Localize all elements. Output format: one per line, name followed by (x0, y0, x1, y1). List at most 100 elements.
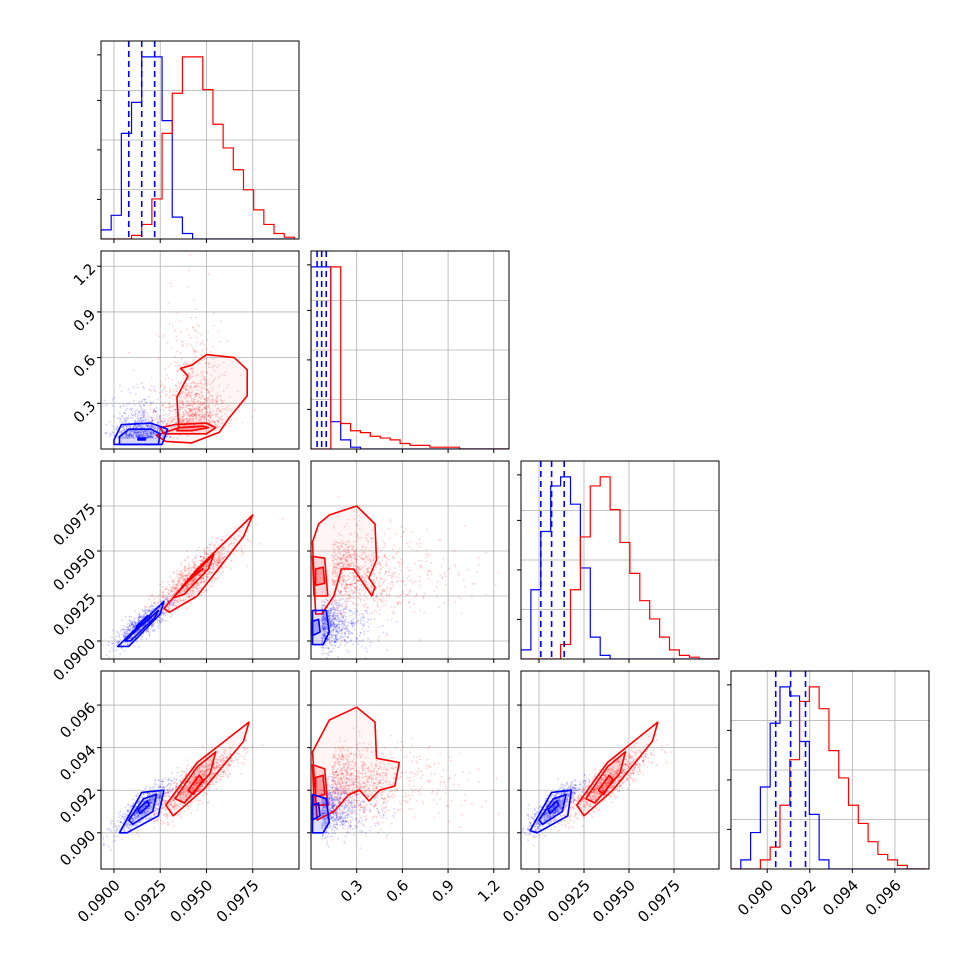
scatter-point (350, 601, 352, 603)
scatter-point (146, 638, 148, 640)
scatter-point (155, 622, 157, 624)
scatter-point (177, 387, 179, 389)
scatter-point (147, 413, 149, 415)
scatter-point (163, 336, 165, 338)
scatter-point (179, 574, 181, 576)
scatter-point (109, 650, 111, 652)
scatter-point (335, 636, 337, 638)
scatter-point (347, 600, 349, 602)
scatter-point (362, 605, 364, 607)
scatter-point (159, 594, 161, 596)
scatter-point (396, 553, 398, 555)
scatter-point (391, 582, 393, 584)
scatter-point (143, 412, 145, 414)
scatter-point (355, 587, 357, 589)
scatter-point (157, 596, 159, 598)
scatter-point (419, 576, 421, 578)
scatter-point (180, 352, 182, 354)
scatter-point (355, 603, 357, 605)
scatter-point (376, 595, 378, 597)
scatter-point (402, 580, 404, 582)
scatter-point (367, 638, 369, 640)
scatter-point (188, 565, 190, 567)
scatter-point (206, 348, 208, 350)
scatter-point (225, 564, 227, 566)
scatter-point (419, 546, 421, 548)
scatter-point (168, 410, 170, 412)
scatter-point (389, 583, 391, 585)
joint-contents (102, 722, 263, 850)
scatter-point (330, 621, 332, 623)
scatter-point (351, 589, 353, 591)
scatter-point (127, 633, 129, 635)
scatter-point (168, 366, 170, 368)
scatter-point (190, 344, 192, 346)
scatter-point (137, 414, 139, 416)
scatter-point (226, 340, 228, 342)
scatter-point (342, 598, 344, 600)
scatter-point (239, 410, 241, 412)
scatter-point (382, 583, 384, 585)
scatter-point (198, 325, 200, 327)
scatter-point (350, 583, 352, 585)
scatter-point (351, 586, 353, 588)
scatter-point (463, 579, 465, 581)
scatter-point (259, 543, 261, 545)
scatter-point (140, 405, 142, 407)
scatter-point (118, 633, 120, 635)
scatter-point (184, 575, 186, 577)
scatter-point (159, 590, 161, 592)
scatter-point (135, 419, 137, 421)
scatter-point (159, 392, 161, 394)
scatter-point (144, 606, 146, 608)
scatter-point (389, 568, 391, 570)
scatter-point (336, 629, 338, 631)
scatter-point (360, 619, 362, 621)
scatter-point (160, 415, 162, 417)
scatter-point (335, 610, 337, 612)
scatter-point (368, 619, 370, 621)
scatter-point (336, 612, 338, 614)
scatter-point (117, 417, 119, 419)
scatter-point (444, 574, 446, 576)
contour-line (316, 567, 325, 585)
joint-panel-3-0 (97, 671, 299, 873)
scatter-point (328, 647, 330, 649)
scatter-point (177, 350, 179, 352)
scatter-point (179, 365, 181, 367)
scatter-point (411, 531, 413, 533)
scatter-point (165, 597, 167, 599)
scatter-point (383, 547, 385, 549)
joint-panel-2-0 (97, 461, 299, 663)
scatter-point (218, 330, 220, 332)
scatter-point (400, 594, 402, 596)
scatter-point (382, 605, 384, 607)
scatter-point (190, 317, 192, 319)
scatter-point (167, 420, 169, 422)
scatter-point (145, 399, 147, 401)
scatter-point (455, 601, 457, 603)
scatter-point (194, 329, 196, 331)
scatter-point (158, 336, 160, 338)
scatter-point (367, 598, 369, 600)
scatter-point (333, 622, 335, 624)
scatter-point (162, 391, 164, 393)
scatter-point (370, 618, 372, 620)
scatter-point (402, 591, 404, 593)
scatter-point (408, 546, 410, 548)
scatter-point (400, 526, 402, 528)
scatter-point (367, 630, 369, 632)
scatter-point (464, 525, 466, 527)
contour-line (138, 438, 145, 440)
scatter-point (135, 415, 137, 417)
scatter-point (361, 645, 363, 647)
scatter-point (130, 417, 132, 419)
scatter-point (117, 632, 119, 634)
scatter-point (132, 411, 134, 413)
scatter-point (209, 547, 211, 549)
scatter-point (400, 563, 402, 565)
scatter-point (354, 629, 356, 631)
scatter-point (359, 585, 361, 587)
scatter-point (369, 645, 371, 647)
scatter-point (125, 410, 127, 412)
